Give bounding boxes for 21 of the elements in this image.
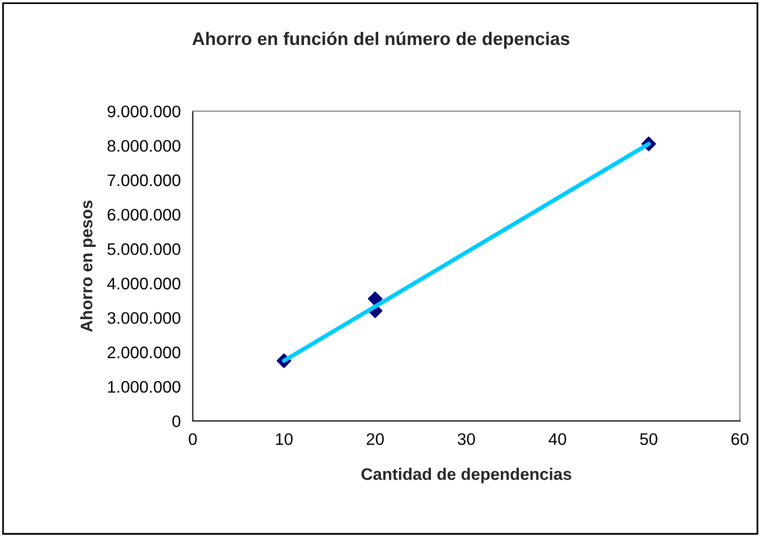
x-tick-label: 60 — [731, 433, 749, 446]
x-axis-title: Cantidad de dependencias — [361, 468, 572, 484]
y-tick-label: 5.000.000 — [108, 243, 180, 256]
x-tick-label: 50 — [640, 433, 658, 446]
y-axis-title: Ahorro en pesos — [80, 200, 96, 332]
x-tick-label: 0 — [188, 433, 197, 446]
y-tick-label: 3.000.000 — [107, 312, 180, 324]
y-tick-label: 7.000.000 — [108, 174, 180, 186]
y-tick-label: 6.000.000 — [108, 208, 180, 221]
y-tick-label: 4.000.000 — [107, 278, 180, 290]
x-tick-label: 10 — [276, 433, 293, 446]
y-tick-label: 0 — [172, 415, 180, 428]
chart-title: Ahorro en función del número de depencias — [192, 32, 570, 49]
y-tick-label: 8.000.000 — [108, 140, 180, 152]
x-tick-label: 30 — [458, 433, 475, 446]
y-tick-label: 1.000.000 — [108, 380, 180, 393]
y-tick-label: 9.000.000 — [108, 106, 180, 118]
x-tick-label: 40 — [548, 433, 566, 446]
y-tick-label: 2.000.000 — [108, 346, 180, 358]
x-tick-label: 20 — [366, 433, 384, 446]
point — [368, 291, 382, 306]
